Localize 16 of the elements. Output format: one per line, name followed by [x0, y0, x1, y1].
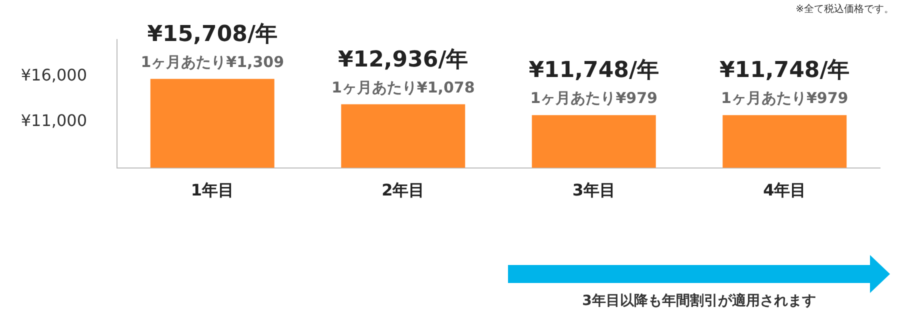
- annotation: 1ヶ月あたり¥1,078: [331, 78, 475, 96]
- x-tick-label: 4年目: [763, 180, 806, 200]
- x-tick-label: 3年目: [572, 180, 616, 200]
- annotation: 1ヶ月あたり¥979: [530, 89, 658, 108]
- data-label: ¥15,708/年: [147, 22, 278, 47]
- x-tick-label: 2年目: [382, 180, 425, 200]
- data-label: ¥12,936/年: [338, 47, 468, 72]
- annotation: 1ヶ月あたり¥979: [721, 89, 848, 108]
- y-tick-label: ¥11,000: [20, 111, 87, 130]
- text: ※全て税込価格です。: [796, 2, 894, 16]
- y-tick-label: ¥16,000: [20, 65, 87, 84]
- annotation: 1ヶ月あたり¥1,309: [140, 52, 284, 71]
- text: 3年目以降も年間割引が適用されます: [581, 292, 817, 310]
- data-label: ¥11,748/年: [720, 58, 850, 84]
- data-label: ¥11,748/年: [528, 58, 659, 84]
- x-tick-label: 1年目: [190, 180, 234, 200]
